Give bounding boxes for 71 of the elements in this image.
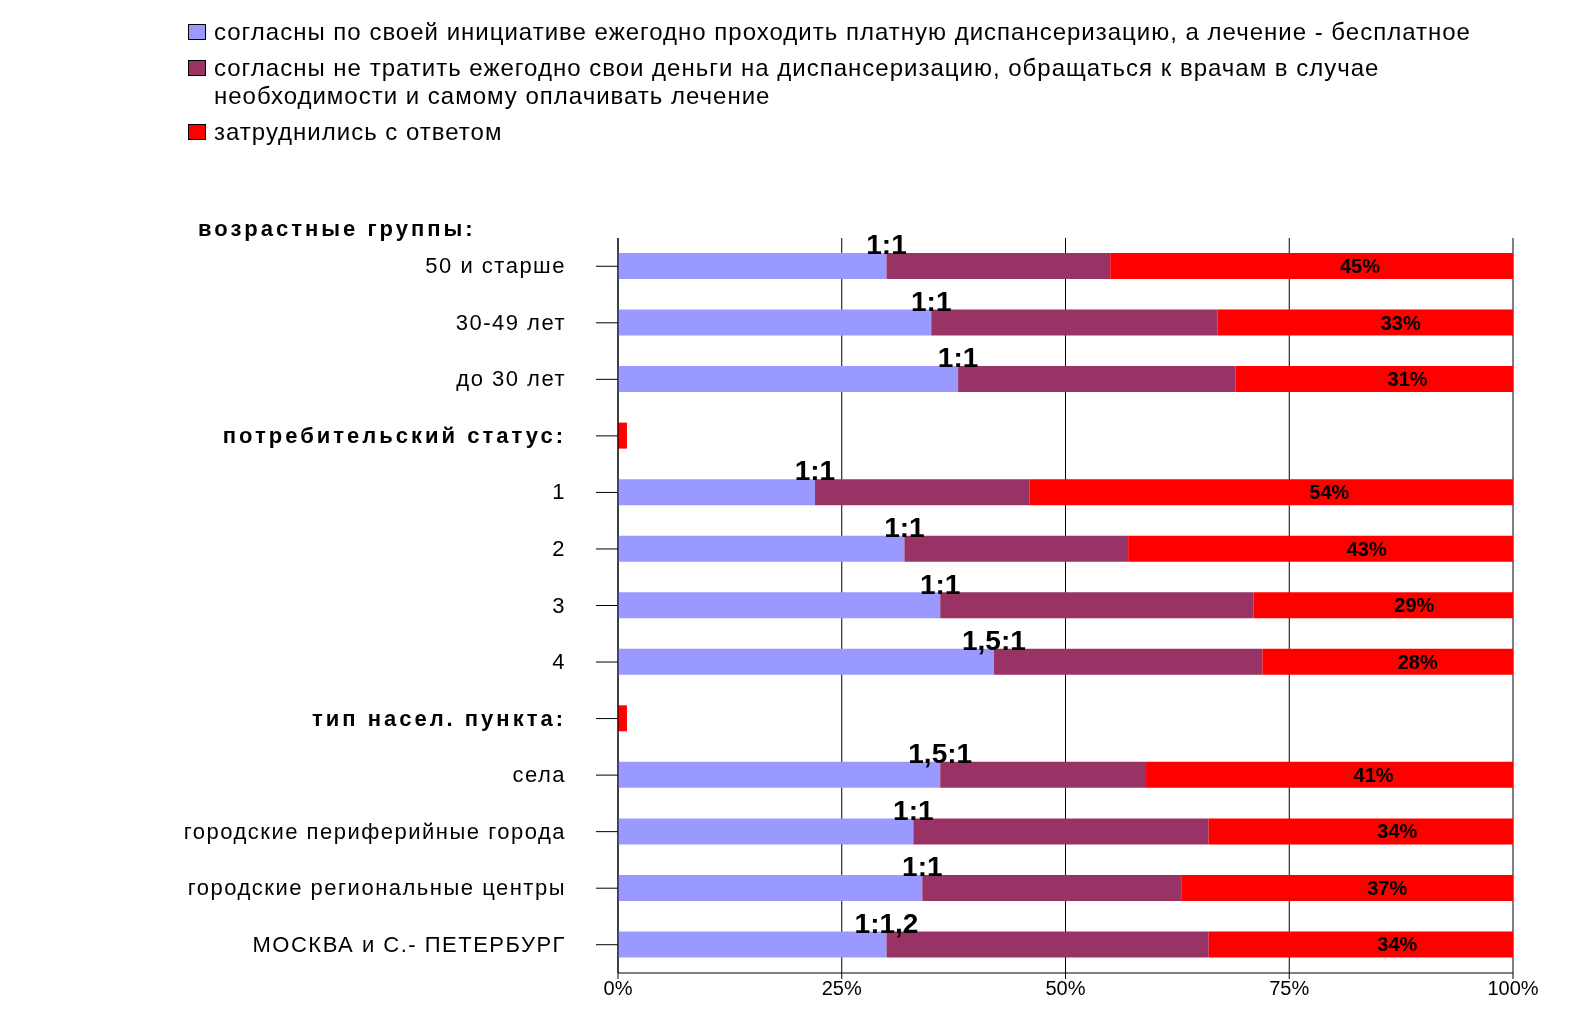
annotation: 1:1 (794, 455, 836, 487)
y-tick-label: 3 (552, 592, 566, 618)
data-label: 37% (1367, 876, 1408, 899)
y-tick-label: городские периферийные города (183, 818, 566, 844)
bar (1262, 648, 1513, 675)
bar (886, 253, 1111, 279)
bar (1128, 535, 1513, 562)
bar (618, 874, 923, 901)
text: потребительский статус: (222, 422, 566, 448)
x-tick-label: 50% (1045, 977, 1086, 1000)
data-label: 41% (1353, 763, 1394, 786)
annotation: 1:1 (937, 342, 979, 374)
x-tick-label: 100% (1487, 977, 1539, 1000)
bar (618, 479, 815, 506)
bar (922, 874, 1182, 901)
data-label: 33% (1380, 311, 1421, 334)
data-label: 54% (1309, 481, 1350, 504)
legend-label: согласны по своей инициативе ежегодно проходить платную диспансеризацию, а лечение - бесплатное (214, 18, 1471, 46)
bar (618, 366, 959, 393)
bar (958, 366, 1236, 393)
bar (814, 479, 1030, 506)
bar (1181, 874, 1513, 901)
text: возрастные группы: (198, 216, 476, 242)
bar (1029, 479, 1513, 506)
bar (913, 818, 1209, 845)
bar (618, 818, 914, 845)
y-tick-label: МОСКВА и С.- ПЕТЕРБУРГ (252, 931, 566, 957)
bar (1208, 931, 1513, 958)
legend-label: затруднились с ответом (214, 118, 503, 146)
data-label: 29% (1394, 594, 1435, 617)
annotation: 1,5:1 (961, 625, 1026, 657)
data-label: 43% (1346, 537, 1387, 560)
data-label: 28% (1397, 650, 1438, 673)
y-tick-label: 50 и старше (425, 253, 566, 279)
data-label: 45% (1339, 255, 1381, 277)
data-label: 34% (1377, 933, 1418, 956)
annotation: 1:1 (884, 511, 925, 543)
bar (931, 309, 1218, 336)
bar (1235, 366, 1513, 393)
bar (618, 309, 932, 336)
bar (904, 535, 1129, 562)
bar (1253, 592, 1513, 619)
bar (1146, 761, 1513, 788)
bar (618, 592, 941, 619)
x-tick-label: 0% (603, 977, 633, 1000)
text: тип насел. пункта: (311, 705, 566, 731)
bar (940, 592, 1254, 619)
y-tick-label: села (512, 762, 566, 788)
x-tick-label: 25% (821, 977, 862, 1000)
data-label: 31% (1387, 368, 1428, 391)
annotation: 1:1 (902, 851, 943, 883)
y-tick-label: 1 (552, 479, 566, 505)
y-tick-label: до 30 лет (456, 366, 566, 392)
bar (1208, 818, 1513, 845)
y-tick-label: 4 (552, 649, 566, 675)
y-tick-label: городские региональные центры (187, 875, 566, 901)
annotation: 1:1 (866, 229, 907, 261)
legend-label: согласны не тратить ежегодно свои деньги на диспансеризацию, обращаться к врачам в случае необходимости и самому оплачивать лечение (214, 54, 1381, 110)
bar (618, 253, 887, 279)
bar (1217, 309, 1513, 336)
x-tick-label: 75% (1269, 977, 1310, 1000)
annotation: 1:1 (911, 285, 952, 317)
annotation: 1:1,2 (854, 907, 919, 939)
annotation: 1:1 (893, 794, 934, 826)
bar (1110, 253, 1513, 279)
annotation: 1,5:1 (908, 738, 973, 770)
annotation: 1:1 (919, 568, 961, 600)
y-tick-label: 30-49 лет (455, 309, 566, 335)
bar (618, 535, 905, 562)
y-tick-label: 2 (552, 535, 566, 561)
data-label: 34% (1377, 820, 1418, 843)
